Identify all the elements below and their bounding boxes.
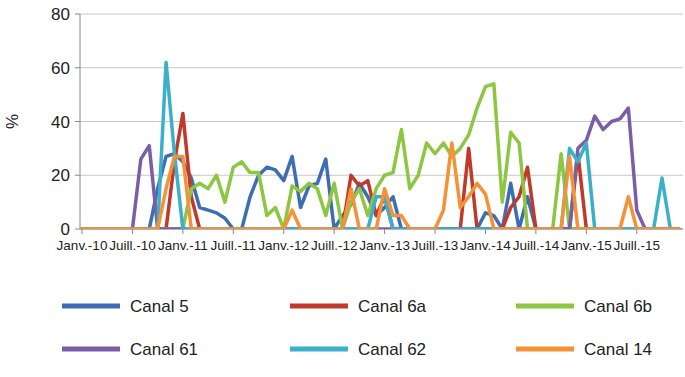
legend-label: Canal 62: [358, 340, 426, 359]
x-tick: [384, 229, 385, 234]
legend-label: Canal 6b: [584, 297, 652, 316]
grid-line: [80, 14, 683, 15]
y-axis-label: %: [3, 114, 22, 129]
x-tick-label: Janv.-12: [258, 238, 309, 253]
x-tick-label: Janv.-15: [561, 238, 612, 253]
x-tick: [485, 229, 486, 234]
y-tick-label: 0: [61, 220, 70, 239]
legend-swatch: [62, 347, 120, 352]
x-tick: [586, 229, 587, 234]
legend-label: Canal 6a: [358, 297, 427, 316]
legend-swatch: [516, 347, 574, 352]
x-tick: [435, 229, 436, 234]
y-tick-label: 20: [51, 166, 70, 185]
plot-area: [82, 62, 679, 229]
x-tick: [283, 229, 284, 234]
x-tick: [535, 229, 536, 234]
legend-swatch: [516, 304, 574, 309]
x-tick-label: Juill.-12: [311, 238, 358, 253]
x-tick: [636, 229, 637, 234]
series-line: [82, 143, 679, 229]
x-tick: [82, 229, 83, 234]
x-tick-label: Janv.-10: [57, 238, 108, 253]
x-tick-label: Juill.-10: [109, 238, 156, 253]
y-tick-label: 40: [51, 113, 70, 132]
y-tick: [75, 121, 80, 122]
x-tick: [132, 229, 133, 234]
grid-line: [80, 67, 683, 68]
x-tick-label: Janv.-13: [359, 238, 410, 253]
chart: 020406080%Janv.-10Juill.-10Janv.-11Juill…: [0, 0, 685, 377]
y-tick: [75, 14, 80, 15]
x-tick-label: Juill.-14: [513, 238, 560, 253]
y-tick: [75, 175, 80, 176]
y-tick: [75, 67, 80, 68]
legend-swatch: [62, 304, 120, 309]
x-tick: [182, 229, 183, 234]
x-tick: [233, 229, 234, 234]
legend-label: Canal 14: [584, 340, 652, 359]
x-tick: [334, 229, 335, 234]
legend-label: Canal 61: [130, 340, 198, 359]
x-tick-label: Juill.-11: [211, 238, 257, 253]
x-tick-label: Juill.-13: [412, 238, 459, 253]
x-tick-label: Janv.-11: [158, 238, 208, 253]
y-tick: [75, 229, 80, 230]
x-tick-label: Juill.-15: [614, 238, 661, 253]
legend-swatch: [290, 347, 348, 352]
x-tick-label: Janv.-14: [460, 238, 511, 253]
y-tick-label: 60: [51, 59, 70, 78]
y-tick-label: 80: [51, 5, 70, 24]
series-line: [82, 62, 679, 229]
y-axis: [80, 14, 81, 229]
legend-swatch: [290, 304, 348, 309]
legend-label: Canal 5: [130, 297, 189, 316]
